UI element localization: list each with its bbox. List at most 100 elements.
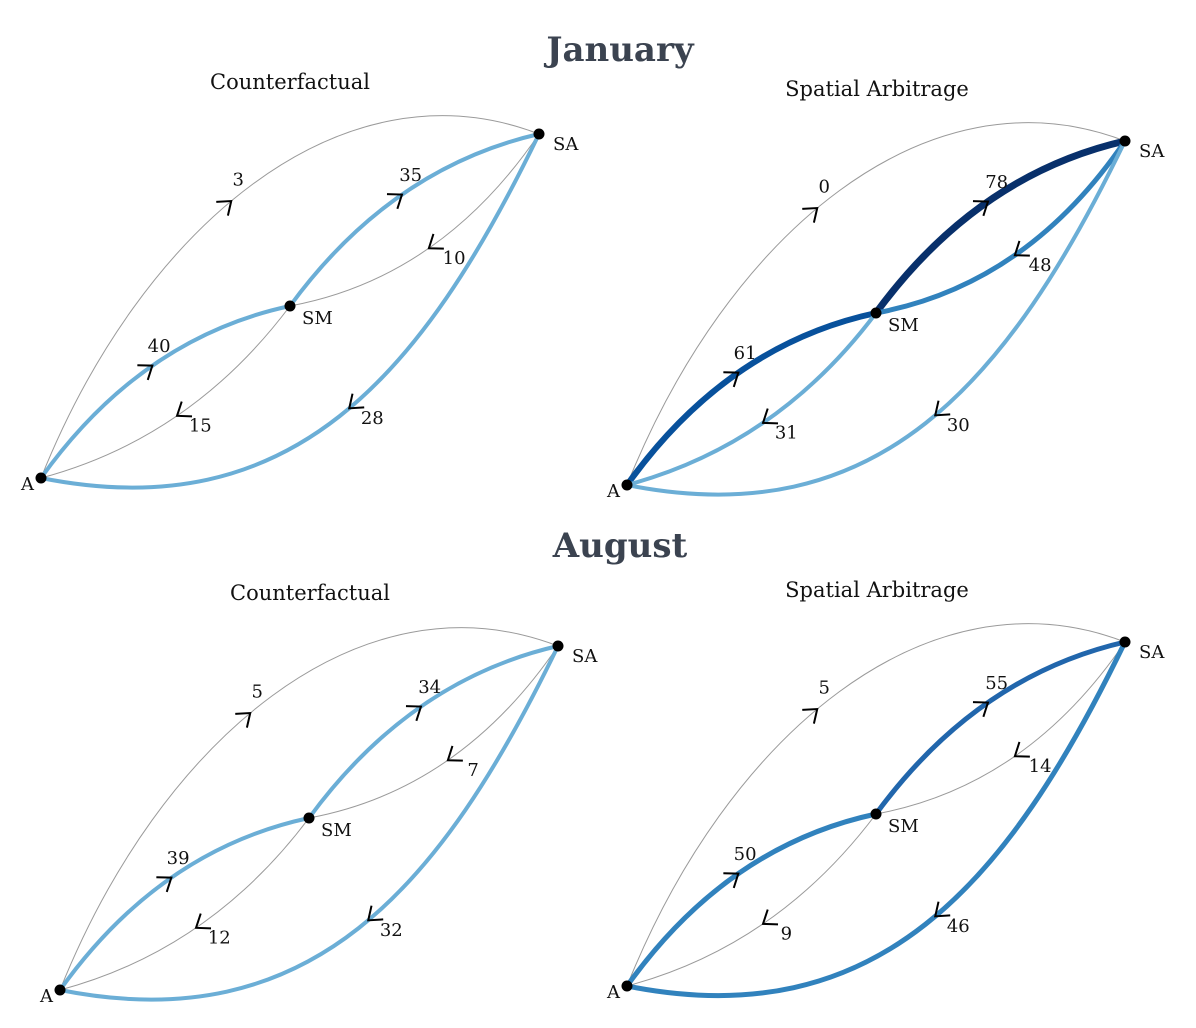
node-label-a: A (39, 986, 54, 1007)
arrowhead-icon (933, 901, 951, 918)
arrowhead-icon (405, 705, 423, 722)
arrowhead-icon (761, 408, 779, 425)
arrowhead-icon (446, 745, 463, 762)
flow-label: 34 (418, 677, 441, 698)
node-label-sa: SA (553, 134, 579, 155)
node-sm (284, 300, 296, 312)
node-sa (1119, 636, 1131, 648)
flow-label: 50 (734, 844, 757, 865)
panel-january-0: 3 40 15 35 10 28 A SM SA (20, 115, 579, 495)
edge-a-to-sa (626, 122, 1126, 486)
node-a (54, 984, 66, 996)
node-sa (552, 640, 564, 652)
node-sm (870, 307, 882, 319)
flow-label: 10 (443, 248, 466, 269)
flow-label: 39 (167, 848, 190, 869)
flow-label: 14 (1029, 756, 1052, 777)
arrowhead-icon (972, 701, 990, 718)
edge-sm-to-a (626, 813, 877, 987)
flow-label: 5 (818, 678, 829, 699)
node-label-sm: SM (888, 315, 919, 336)
arrowhead-icon (723, 872, 740, 889)
panel-january-1: 0 61 31 78 48 30 A SM SA (606, 122, 1165, 502)
flow-label: 5 (251, 682, 262, 703)
node-label-sa: SA (572, 646, 598, 667)
arrowhead-icon (1013, 240, 1030, 257)
flow-label: 31 (775, 423, 798, 444)
node-a (621, 980, 633, 992)
node-a (621, 479, 633, 491)
panel-title: Spatial Arbitrage (785, 578, 969, 602)
arrowhead-icon (802, 707, 819, 724)
edge-a-to-sm (58, 816, 310, 992)
edge-sm-to-a (626, 311, 878, 487)
edge-sa-to-sm (875, 641, 1126, 815)
flow-label: 28 (361, 408, 384, 429)
arrowhead-icon (156, 876, 173, 893)
arrowhead-icon (175, 401, 193, 418)
arrowhead-icon (972, 200, 990, 217)
edge-sa-to-a (626, 640, 1128, 998)
node-sa (1119, 135, 1131, 147)
flow-label: 61 (734, 343, 757, 364)
arrowhead-icon (216, 199, 233, 216)
flow-label: 3 (232, 170, 243, 191)
arrowhead-icon (802, 206, 819, 223)
edge-sa-to-a (59, 645, 560, 1002)
node-label-sa: SA (1139, 642, 1165, 663)
edge-sa-to-a (626, 140, 1127, 497)
flow-label: 48 (1029, 255, 1052, 276)
edge-a-to-sa (40, 115, 540, 479)
flow-label: 12 (208, 928, 231, 949)
flow-label: 46 (947, 916, 970, 937)
edge-sa-to-a (40, 133, 541, 490)
panel-title: Counterfactual (210, 70, 370, 94)
flow-label: 7 (467, 760, 478, 781)
arrowhead-icon (366, 905, 384, 922)
edge-sm-to-sa (873, 137, 1126, 316)
flow-label: 32 (380, 920, 403, 941)
flow-label: 55 (985, 673, 1008, 694)
node-label-a: A (606, 982, 621, 1003)
arrowhead-icon (761, 909, 779, 926)
arrowhead-icon (235, 711, 252, 728)
arrowhead-icon (347, 393, 365, 410)
arrowhead-icon (386, 193, 404, 210)
node-label-sm: SM (888, 816, 919, 837)
edge-a-to-sm (39, 304, 291, 480)
panel-august-1: 5 50 9 55 14 46 A SM SA (606, 623, 1165, 1003)
flow-label: 40 (148, 336, 171, 357)
arrowhead-icon (1013, 741, 1030, 758)
node-label-a: A (606, 481, 621, 502)
flow-label: 0 (818, 177, 829, 198)
edge-a-to-sm (624, 310, 877, 487)
flow-label: 9 (781, 924, 792, 945)
node-label-sm: SM (321, 820, 352, 841)
node-label-sm: SM (302, 308, 333, 329)
node-sa (533, 128, 545, 140)
node-sm (303, 812, 315, 824)
edge-sm-to-a (40, 305, 291, 479)
node-sm (870, 808, 882, 820)
edge-a-to-sm (624, 811, 877, 988)
flow-label: 15 (189, 416, 212, 437)
arrowhead-icon (723, 371, 740, 388)
edge-sm-to-sa (307, 644, 559, 820)
node-label-sa: SA (1139, 141, 1165, 162)
edge-sm-to-sa (288, 132, 540, 308)
arrowhead-icon (933, 400, 951, 417)
month-title-january: January (546, 30, 694, 70)
flow-label: 35 (399, 165, 422, 186)
node-a (35, 472, 47, 484)
flow-label: 78 (985, 172, 1008, 193)
month-title-august: August (552, 526, 688, 566)
flow-label: 30 (947, 415, 970, 436)
node-label-a: A (20, 474, 35, 495)
edge-sa-to-sm (875, 139, 1128, 316)
panel-title: Counterfactual (230, 581, 390, 605)
edge-a-to-sa (626, 623, 1126, 987)
edge-sm-to-a (59, 817, 310, 991)
panel-title: Spatial Arbitrage (785, 77, 969, 101)
